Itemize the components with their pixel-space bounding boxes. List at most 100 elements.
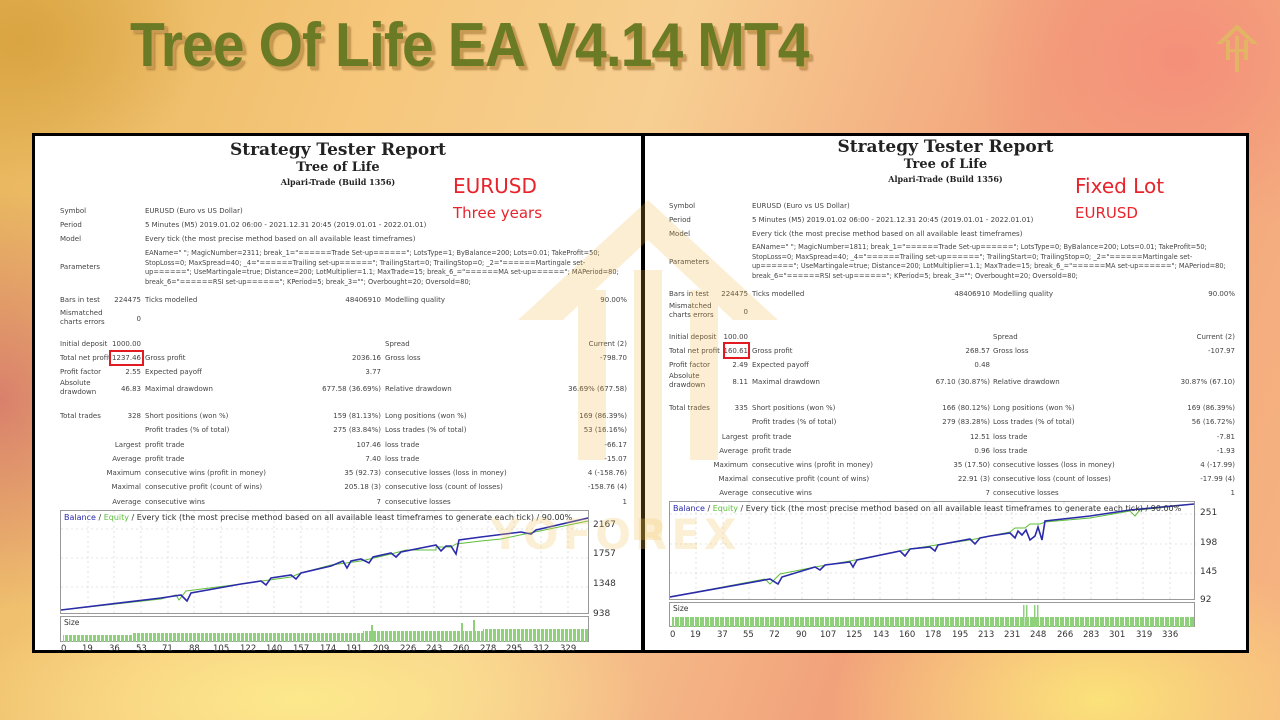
x-tick: 266 xyxy=(1057,630,1074,640)
quality-value: 90.00% xyxy=(600,296,627,304)
cl-count-label: consecutive loss (count of losses) xyxy=(385,483,503,491)
pf-label: Profit factor xyxy=(669,361,710,369)
annotation-sub: EURUSD xyxy=(1075,204,1138,222)
x-tick: 19 xyxy=(82,644,93,654)
payoff-label: Expected payoff xyxy=(145,368,202,376)
report-three-years: Strategy Tester Report Tree of Life Alpa… xyxy=(35,136,641,654)
x-tick: 213 xyxy=(978,630,995,640)
netprofit-label: Total net profit xyxy=(60,354,111,362)
maximum-label: Maximum xyxy=(713,461,749,469)
long-label: Long positions (won %) xyxy=(385,412,467,420)
grossloss-value: -107.97 xyxy=(1207,347,1235,355)
cp-count-label: consecutive profit (count of wins) xyxy=(145,483,263,491)
absdd-label: Absolute drawdown xyxy=(60,379,97,396)
avg-cl-value: 1 xyxy=(1230,489,1235,497)
balance-equity-chart: Balance / Equity / Every tick (the most … xyxy=(669,501,1196,601)
size-label: Size xyxy=(64,618,80,627)
x-tick: 278 xyxy=(480,644,497,654)
x-tick: 36 xyxy=(109,644,120,654)
y-tick: 2167 xyxy=(593,520,616,530)
avg-cw-value: 7 xyxy=(376,498,381,506)
maximal-label: Maximal xyxy=(111,483,141,491)
parameters-label: Parameters xyxy=(669,258,709,267)
x-tick: 37 xyxy=(717,630,728,640)
chart-caption: Balance / Equity / Every tick (the most … xyxy=(64,513,573,522)
payoff-label: Expected payoff xyxy=(752,361,809,369)
cl-count-label: consecutive loss (count of losses) xyxy=(993,475,1111,483)
largest-loss-label: loss trade xyxy=(385,441,420,449)
grossloss-label: Gross loss xyxy=(993,347,1029,355)
long-label: Long positions (won %) xyxy=(993,404,1075,412)
pf-value: 2.49 xyxy=(732,361,748,369)
symbol-label: Symbol xyxy=(669,202,696,210)
annotation-sub: Three years xyxy=(453,204,543,222)
largest-loss-value: -7.81 xyxy=(1216,433,1235,441)
reldd-value: 36.69% (677.58) xyxy=(568,385,627,393)
cl-money-value: 4 (-158.76) xyxy=(587,469,627,477)
grossprofit-value: 2036.16 xyxy=(352,354,381,362)
ptrades-label: Profit trades (% of total) xyxy=(752,418,837,426)
x-tick: 107 xyxy=(820,630,837,640)
watermark-arrow-icon xyxy=(518,200,778,540)
x-tick: 295 xyxy=(506,644,523,654)
x-tick: 329 xyxy=(560,644,577,654)
average-consec-label: Average xyxy=(719,489,748,497)
page-title: Tree Of Life EA V4.14 MT4 xyxy=(130,11,810,80)
x-tick: 248 xyxy=(1030,630,1047,640)
deposit-label: Initial deposit xyxy=(60,340,108,348)
chart-caption-text: / Every tick (the most precise method ba… xyxy=(737,504,1182,513)
maxdd-value: 67.10 (30.87%) xyxy=(935,378,990,386)
spread-value: Current (2) xyxy=(588,340,627,348)
x-tick: 301 xyxy=(1109,630,1126,640)
ptrades-value: 275 (83.84%) xyxy=(333,426,381,434)
trades-value: 335 xyxy=(734,404,748,412)
cp-count-value: 205.18 (3) xyxy=(344,483,381,491)
x-tick: 0 xyxy=(670,630,676,640)
y-tick: 92 xyxy=(1200,595,1212,605)
parameters-value: EAName=" "; MagicNumber=1811; break_1="=… xyxy=(752,243,1226,280)
x-tick: 209 xyxy=(373,644,390,654)
symbol-value: EURUSD (Euro vs US Dollar) xyxy=(752,202,850,210)
short-label: Short positions (won %) xyxy=(752,404,836,412)
cw-money-value: 35 (17.50) xyxy=(953,461,990,469)
legend-equity: Equity xyxy=(103,513,129,522)
balance-equity-plot xyxy=(670,502,1196,601)
y-tick: 251 xyxy=(1200,508,1218,518)
x-tick: 90 xyxy=(796,630,807,640)
ptrades-value: 279 (83.28%) xyxy=(942,418,990,426)
size-label: Size xyxy=(673,604,689,613)
x-tick: 0 xyxy=(61,644,67,654)
largest-profit-value: 107.46 xyxy=(356,441,382,449)
x-tick: 195 xyxy=(952,630,969,640)
bars-label: Bars in test xyxy=(60,296,100,304)
ticks-value: 48406910 xyxy=(954,290,990,298)
average-label: Average xyxy=(112,455,141,463)
trades-label: Total trades xyxy=(60,412,101,420)
largest-label: Largest xyxy=(721,433,748,441)
x-tick: 226 xyxy=(400,644,417,654)
netprofit-highlight-box xyxy=(723,342,750,359)
netprofit-highlight-box xyxy=(109,350,144,366)
grossprofit-value: 268.57 xyxy=(965,347,991,355)
short-label: Short positions (won %) xyxy=(145,412,229,420)
period-value: 5 Minutes (M5) 2019.01.02 06:00 - 2021.1… xyxy=(145,221,427,229)
mismatch-label: Mismatched charts errors xyxy=(669,302,714,319)
largest-profit-label: profit trade xyxy=(145,441,185,449)
avg-cl-label: consecutive losses xyxy=(993,489,1059,497)
report-ea-name: Tree of Life xyxy=(296,160,380,175)
payoff-value: 0.48 xyxy=(974,361,990,369)
y-tick: 145 xyxy=(1200,567,1218,577)
deposit-value: 1000.00 xyxy=(112,340,141,348)
largest-profit-value: 12.51 xyxy=(969,433,990,441)
avg-loss-value: -1.93 xyxy=(1216,447,1235,455)
chart-caption-text: / Every tick (the most precise method ba… xyxy=(128,513,573,522)
pf-label: Profit factor xyxy=(60,368,101,376)
model-label: Model xyxy=(669,230,690,239)
reldd-label: Relative drawdown xyxy=(993,378,1060,386)
quality-label: Modelling quality xyxy=(993,290,1053,298)
quality-label: Modelling quality xyxy=(385,296,445,304)
y-tick: 1348 xyxy=(593,579,616,589)
deposit-label: Initial deposit xyxy=(669,333,716,341)
x-tick: 160 xyxy=(899,630,916,640)
yoforex-arrow-logo-icon xyxy=(1216,24,1258,72)
